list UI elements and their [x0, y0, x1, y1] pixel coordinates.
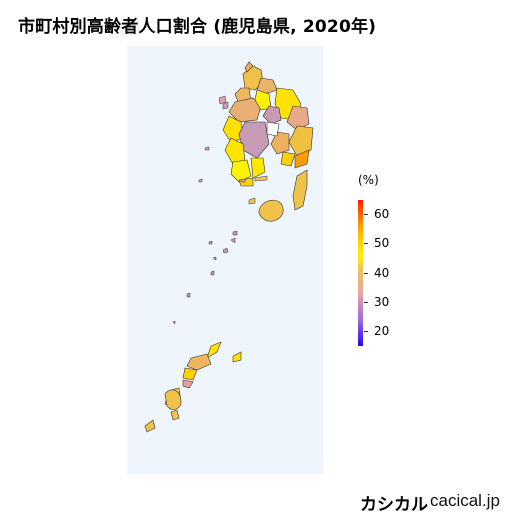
island-tokara-5: [212, 256, 217, 261]
municipality-satsumasendai: [228, 97, 262, 123]
island-tokara-3: [222, 247, 229, 254]
legend-tick-40: 40: [374, 266, 390, 280]
island-amami-oshima-north: [206, 341, 222, 359]
island-tokara-7: [186, 292, 191, 298]
island-amami-oshima-center: [186, 353, 212, 371]
legend-tick-mark: [364, 302, 368, 303]
legend-tick-50: 50: [374, 236, 390, 250]
brand-logo: カシカル: [360, 495, 428, 515]
island-tokara-4: [232, 230, 238, 236]
municipality-satsuma: [254, 89, 272, 111]
municipality-kanoya: [288, 125, 314, 157]
municipality-minamiosumi: [280, 151, 296, 167]
municipality-ibusuki: [250, 157, 266, 179]
island-okinoerabu-south: [164, 389, 182, 410]
municipality-isa: [256, 77, 278, 95]
legend-unit: (%): [358, 173, 379, 187]
island-tanegashima: [292, 169, 308, 211]
island-koshiki-2: [222, 101, 229, 110]
small-islands: [198, 175, 268, 183]
island-koshiki-3: [204, 146, 210, 151]
legend-tick-30: 30: [374, 295, 390, 309]
municipality-ichikikushikino: [222, 115, 244, 143]
legend-tick-60: 60: [374, 207, 390, 221]
island-kuchinoerabu: [248, 197, 256, 205]
island-tokara-1: [230, 237, 236, 244]
island-koshiki-1: [218, 95, 227, 105]
island-tokara-2: [208, 240, 213, 245]
legend-tick-mark: [364, 331, 368, 332]
island-kikai: [232, 351, 242, 363]
mainland-region: [222, 61, 314, 187]
island-mishima-2: [240, 178, 246, 183]
island-yoron-south: [144, 419, 156, 433]
island-tokara-6: [210, 270, 215, 276]
legend-tick-20: 20: [374, 324, 390, 338]
map-panel: [127, 46, 323, 474]
island-yoron: [170, 409, 180, 421]
municipality-kimotsuki: [294, 149, 310, 169]
island-kakeroma: [182, 379, 194, 389]
site-url[interactable]: cacical.jp: [430, 491, 500, 510]
legend-tick-mark: [364, 214, 368, 215]
island-tokara-8: [172, 320, 176, 325]
island-amami-oshima-south: [182, 367, 198, 381]
page-title: 市町村別高齢者人口割合 (鹿児島県, 2020年): [18, 17, 377, 37]
municipality-aira: [262, 105, 282, 125]
island-yakushima: [258, 199, 284, 222]
koshiki-islands: [204, 95, 229, 151]
tokara-islands: [172, 230, 238, 325]
legend-tick-mark: [364, 273, 368, 274]
island-mishima-1: [198, 178, 203, 183]
island-mishima-3: [254, 175, 268, 182]
legend-colorbar: [358, 200, 363, 346]
kagoshima-map: [144, 61, 314, 433]
municipality-nagashima: [244, 61, 254, 73]
municipality-sakurajima: [266, 121, 280, 137]
legend-tick-mark: [364, 243, 368, 244]
